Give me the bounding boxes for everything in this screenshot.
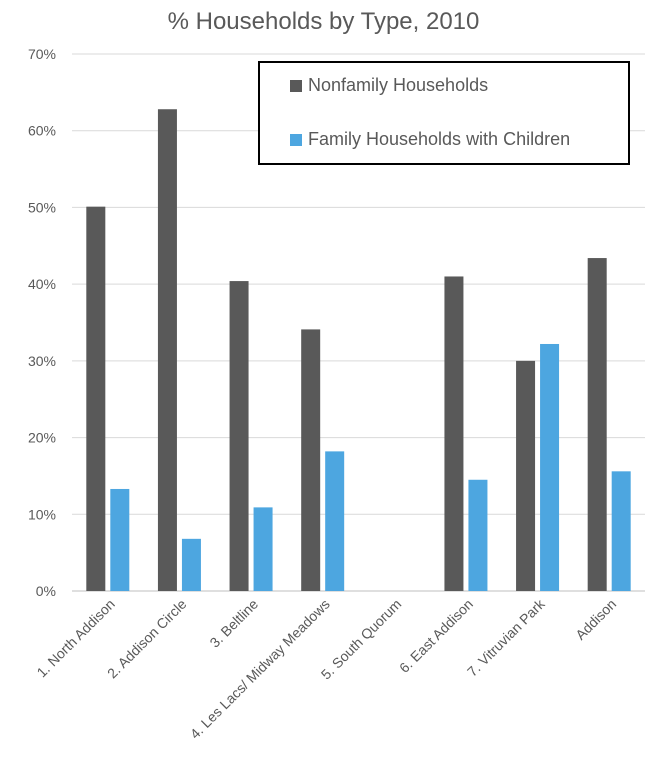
bar-nonfamily-3 — [301, 329, 321, 591]
bar-family-children-3 — [325, 451, 345, 591]
bar-family-children-1 — [181, 538, 201, 591]
bar-nonfamily-6 — [516, 360, 536, 591]
bar-family-children-7 — [611, 471, 631, 591]
bar-nonfamily-7 — [587, 258, 607, 591]
x-tick-label: 3. Beltline — [206, 596, 261, 651]
y-tick-label: 20% — [28, 430, 56, 446]
legend-swatch-nonfamily — [290, 79, 302, 92]
bar-nonfamily-5 — [444, 276, 464, 591]
bar-family-children-6 — [540, 343, 560, 591]
y-tick-label: 40% — [28, 276, 56, 292]
x-tick-label: 7. Vitruvian Park — [464, 595, 548, 679]
y-tick-label: 70% — [28, 46, 56, 62]
bars — [86, 109, 631, 591]
x-tick-label: 6. East Addison — [396, 596, 476, 676]
legend-label-nonfamily: Nonfamily Households — [308, 75, 489, 95]
bar-family-children-5 — [468, 479, 488, 591]
x-tick-label: 4. Les Lacs/ Midway Meadows — [187, 596, 333, 742]
y-tick-label: 10% — [28, 506, 56, 522]
y-tick-label: 30% — [28, 353, 56, 369]
bar-family-children-0 — [110, 488, 130, 591]
bar-nonfamily-2 — [229, 281, 249, 591]
chart-title: % Households by Type, 2010 — [167, 8, 480, 35]
bar-family-children-2 — [253, 507, 273, 591]
legend-label-family-children: Family Households with Children — [308, 129, 571, 149]
x-tick-label: 2. Addison Circle — [104, 596, 190, 682]
legend-swatch-family-children — [290, 133, 302, 146]
legend-item-family-children: Family Households with Children — [290, 129, 570, 150]
legend: Nonfamily Households Family Households w… — [258, 61, 630, 165]
x-tick-label: Addison — [572, 596, 619, 643]
bar-nonfamily-1 — [157, 109, 177, 591]
bar-nonfamily-0 — [86, 206, 106, 591]
legend-item-nonfamily: Nonfamily Households — [290, 75, 488, 96]
y-axis-labels: 0% 10% 20% 30% 40% 50% 60% 70% — [28, 46, 56, 599]
y-tick-label: 50% — [28, 199, 56, 215]
y-tick-label: 60% — [28, 123, 56, 139]
y-tick-label: 0% — [36, 583, 56, 599]
